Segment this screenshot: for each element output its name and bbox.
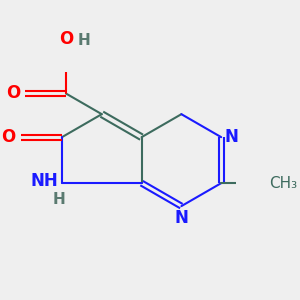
Text: H: H [52, 192, 65, 207]
Text: N: N [224, 128, 238, 146]
Text: H: H [78, 33, 90, 48]
Text: N: N [174, 209, 188, 227]
Text: O: O [1, 128, 16, 146]
Text: O: O [6, 85, 20, 103]
Text: O: O [59, 30, 73, 48]
Text: CH₃: CH₃ [269, 176, 297, 190]
Text: NH: NH [31, 172, 58, 190]
